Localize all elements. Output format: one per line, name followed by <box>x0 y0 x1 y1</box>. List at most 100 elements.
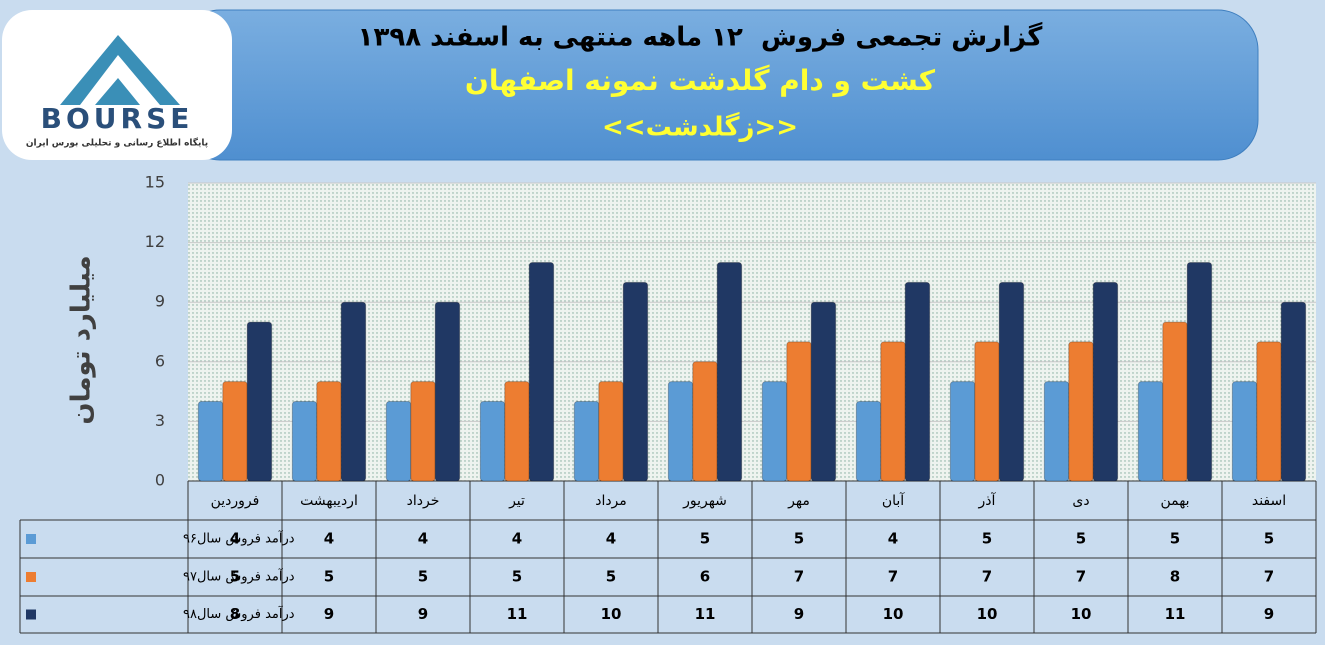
x-tick-label: فروردین <box>211 493 260 509</box>
legend-label: درآمد فروش سال۹۷ <box>183 568 295 585</box>
table-value: 5 <box>1170 530 1180 548</box>
x-tick-label: دی <box>1072 493 1089 509</box>
table-value: 9 <box>324 605 334 623</box>
table-value: 5 <box>1264 530 1274 548</box>
table-value: 6 <box>700 568 710 586</box>
x-tick-label: مهر <box>787 493 810 509</box>
plot-area <box>188 183 1316 481</box>
bar <box>340 301 367 482</box>
legend-swatch <box>26 572 36 582</box>
bar <box>410 381 436 482</box>
table-value: 4 <box>512 530 522 548</box>
table-value: 5 <box>606 568 616 586</box>
table-value: 10 <box>977 605 998 623</box>
bar <box>667 381 694 482</box>
bar <box>761 381 788 482</box>
table-value: 9 <box>418 605 428 623</box>
table-value: 5 <box>512 568 522 586</box>
bar <box>385 401 412 482</box>
bar <box>998 281 1025 482</box>
table-value: 4 <box>418 530 428 548</box>
bar <box>1043 381 1070 482</box>
bar <box>1162 321 1188 482</box>
bar <box>974 341 1000 482</box>
y-tick-label: 15 <box>145 173 165 192</box>
chart-title: گزارش تجمعی فروش ۱۲ ماهه منتهی به اسفند … <box>358 22 1044 53</box>
table-value: 10 <box>1071 605 1092 623</box>
x-tick-label: خرداد <box>407 493 440 509</box>
table-value: 7 <box>794 568 804 586</box>
table-value: 5 <box>1076 530 1086 548</box>
bar <box>222 381 248 482</box>
table-value: 10 <box>883 605 904 623</box>
bar <box>949 381 976 482</box>
bar <box>716 261 743 482</box>
bar <box>291 401 318 482</box>
table-value: 8 <box>1170 568 1180 586</box>
bar <box>573 401 600 482</box>
table-value: 5 <box>230 568 240 586</box>
y-tick-label: 6 <box>155 351 165 370</box>
bar <box>246 321 273 482</box>
table-value: 7 <box>888 568 898 586</box>
bar <box>1231 381 1258 482</box>
bar <box>1137 381 1164 482</box>
table-value: 8 <box>230 605 240 623</box>
bar <box>1092 281 1119 482</box>
bar <box>528 261 555 482</box>
bar <box>1256 341 1282 482</box>
bar <box>316 381 342 482</box>
table-value: 7 <box>1076 568 1086 586</box>
x-tick-label: اسفند <box>1252 493 1286 509</box>
table-value: 4 <box>230 530 240 548</box>
legend-label: درآمد فروش سال۹۸ <box>183 605 295 622</box>
table-value: 9 <box>794 605 804 623</box>
table-value: 5 <box>982 530 992 548</box>
table-value: 7 <box>982 568 992 586</box>
bar <box>622 281 649 482</box>
y-tick-label: 0 <box>155 471 165 490</box>
logo-shape <box>60 35 180 105</box>
table-value: 4 <box>606 530 616 548</box>
table-value: 11 <box>507 605 528 623</box>
bar <box>692 361 718 482</box>
bar <box>1186 261 1213 482</box>
table-value: 11 <box>695 605 716 623</box>
x-tick-label: آذر <box>978 492 997 509</box>
logo-tagline: پایگاه اطلاع رسانی و تحلیلی بورس ایران <box>26 137 208 149</box>
table-value: 4 <box>324 530 334 548</box>
legend-swatch <box>26 534 36 544</box>
bar <box>1068 341 1094 482</box>
y-tick-label: 9 <box>155 292 165 311</box>
table-value: 5 <box>418 568 428 586</box>
chart-subtitle: کشت و دام گلدشت نمونه اصفهان <box>465 64 936 97</box>
bar <box>810 301 837 482</box>
legend-swatch <box>26 609 36 620</box>
table-value: 7 <box>1264 568 1274 586</box>
bar <box>434 301 461 482</box>
bar <box>479 401 506 482</box>
bar <box>1280 301 1307 482</box>
bar <box>855 401 882 482</box>
bar <box>504 381 530 482</box>
annotation: <<زگلدشت>> <box>602 112 798 143</box>
table-value: 5 <box>324 568 334 586</box>
x-tick-label: مرداد <box>595 493 627 509</box>
x-tick-label: شهریور <box>682 493 727 509</box>
y-axis-label: میلیارد تومان <box>67 255 97 424</box>
table-value: 11 <box>1165 605 1186 623</box>
bar <box>880 341 906 482</box>
bar <box>197 401 224 482</box>
bar <box>598 381 624 482</box>
x-tick-label: اردیبهشت <box>300 493 358 509</box>
table-value: 4 <box>888 530 898 548</box>
y-tick-label: 3 <box>155 411 165 430</box>
x-tick-label: بهمن <box>1160 493 1189 509</box>
bar <box>786 341 812 482</box>
x-tick-label: تیر <box>508 493 525 509</box>
table-value: 5 <box>700 530 710 548</box>
bar <box>904 281 931 482</box>
logo-name: BOURSE <box>41 102 194 135</box>
legend-label: درآمد فروش سال۹۶ <box>183 530 295 547</box>
